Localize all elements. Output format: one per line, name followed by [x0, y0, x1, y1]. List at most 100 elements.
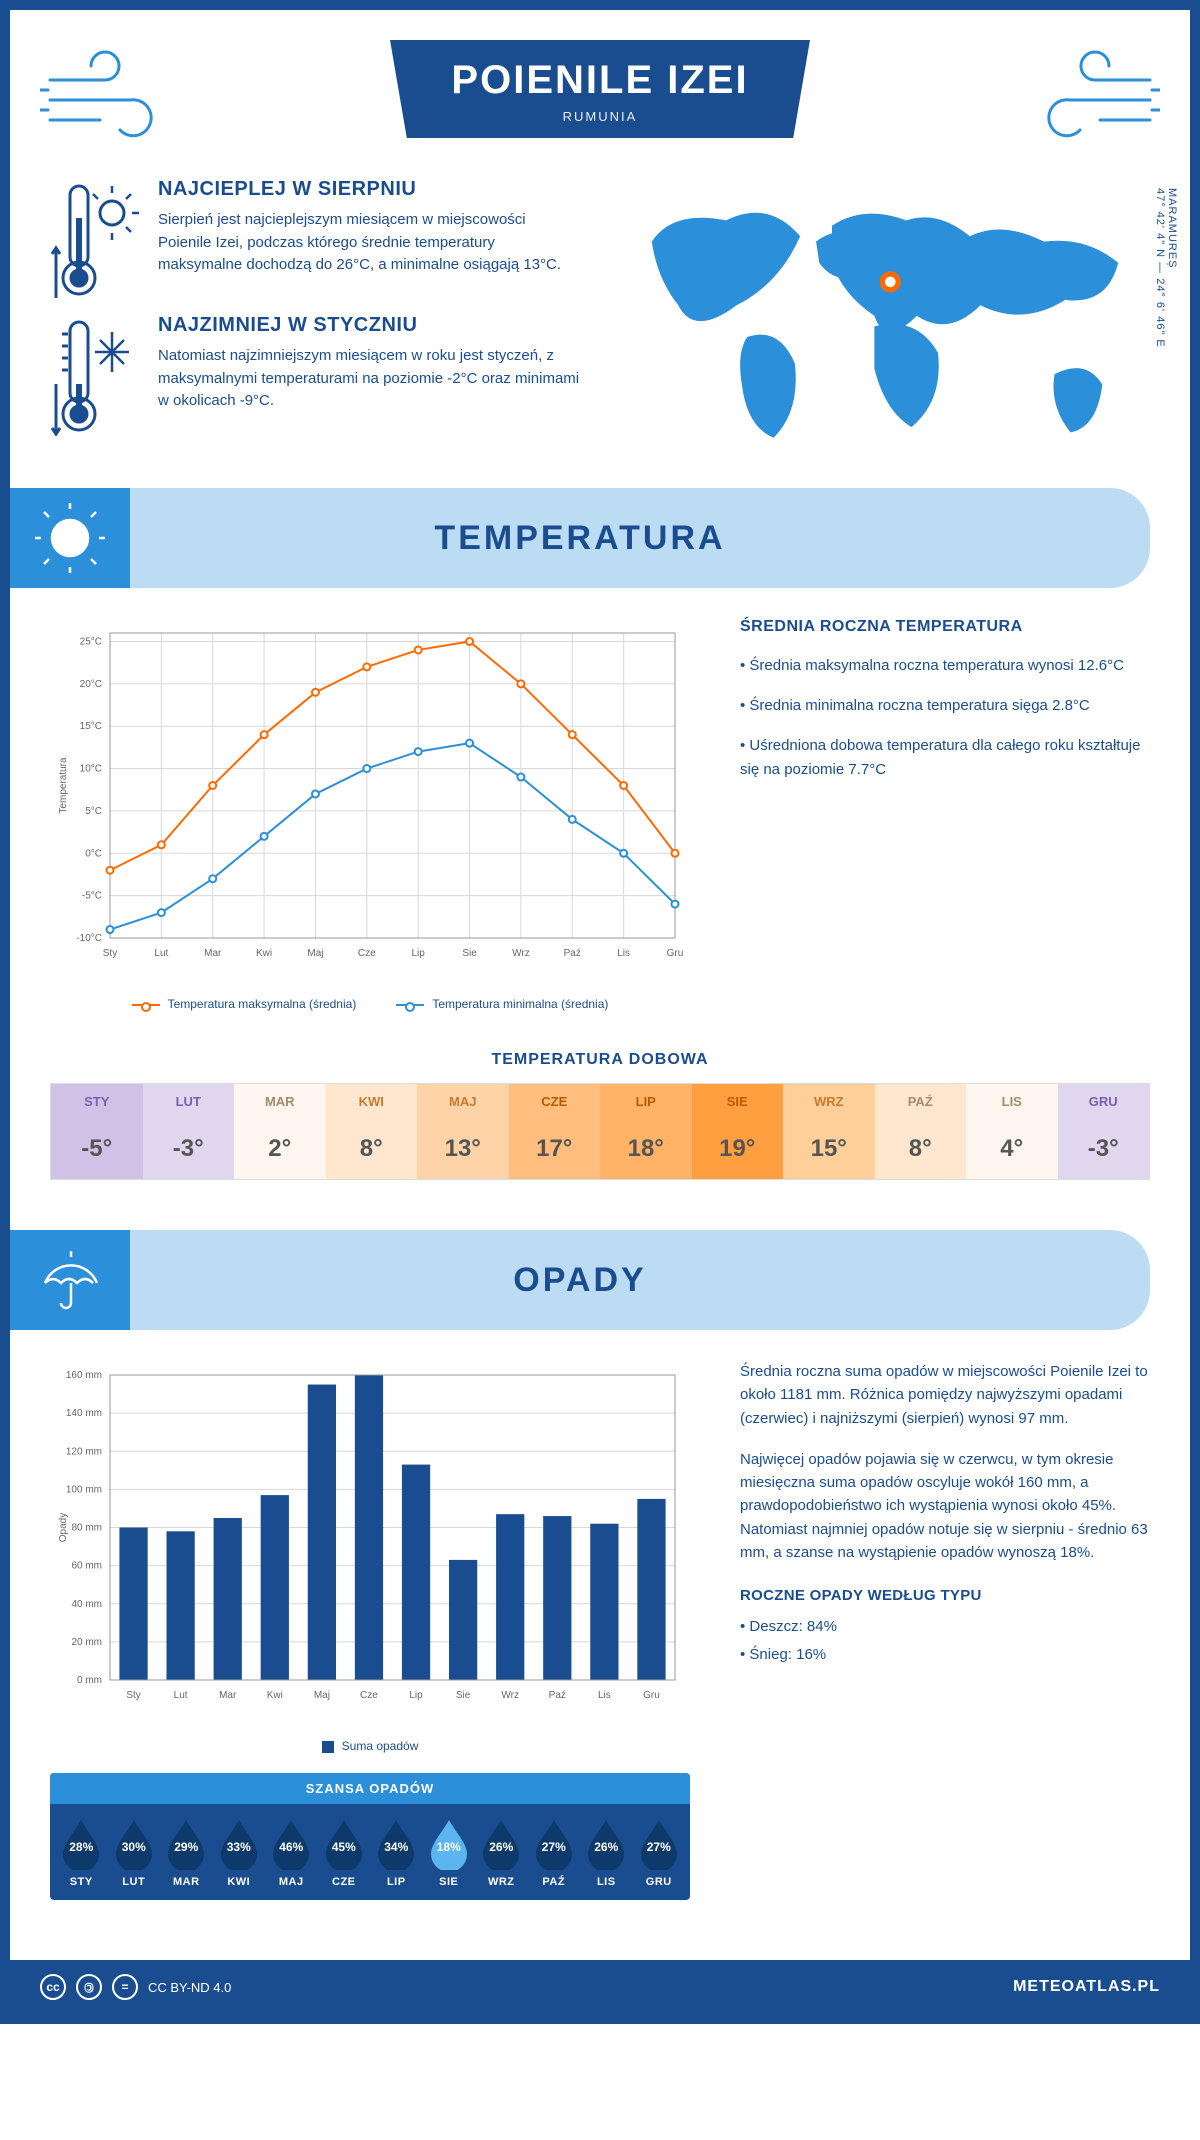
footer: cc 🄯 = CC BY-ND 4.0 METEOATLAS.PL: [10, 1960, 1190, 2014]
svg-text:Gru: Gru: [643, 1690, 660, 1701]
daily-temp-cell: LIP18°: [600, 1084, 692, 1179]
svg-text:5°C: 5°C: [85, 806, 102, 817]
svg-text:Temperatura: Temperatura: [58, 757, 69, 814]
svg-text:0°C: 0°C: [85, 848, 102, 859]
daily-temp-cell: GRU-3°: [1058, 1084, 1150, 1179]
svg-text:Gru: Gru: [667, 948, 684, 959]
rain-chance-cell: 28%STY: [56, 1818, 107, 1888]
lon-label: 24° 6' 46" E: [1154, 278, 1166, 348]
svg-text:Mar: Mar: [204, 948, 222, 959]
rain-chance-cell: 27%PAŹ: [529, 1818, 580, 1888]
warmest-fact: NAJCIEPLEJ W SIERPNIU Sierpień jest najc…: [50, 178, 580, 288]
rainfall-bar-chart: 0 mm20 mm40 mm60 mm80 mm100 mm120 mm140 …: [50, 1360, 690, 1900]
rain-chance-cell: 27%GRU: [634, 1818, 685, 1888]
svg-text:Paź: Paź: [564, 948, 581, 959]
rain-type-bullet: • Deszcz: 84%: [740, 1615, 1150, 1638]
country-subtitle: RUMUNIA: [450, 109, 750, 124]
daily-temp-cell: MAR2°: [234, 1084, 326, 1179]
daily-temp-cell: STY-5°: [51, 1084, 143, 1179]
svg-text:120 mm: 120 mm: [66, 1446, 102, 1457]
svg-text:Maj: Maj: [314, 1690, 330, 1701]
legend-min-label: Temperatura minimalna (średnia): [432, 997, 608, 1011]
svg-text:Kwi: Kwi: [256, 948, 272, 959]
svg-text:Kwi: Kwi: [267, 1690, 283, 1701]
lat-label: 47° 42' 4" N: [1154, 188, 1166, 258]
svg-text:Lip: Lip: [409, 1690, 423, 1701]
rain-chance-cell: 26%WRZ: [476, 1818, 527, 1888]
rain-chance-cell: 33%KWI: [214, 1818, 265, 1888]
license-text: CC BY-ND 4.0: [148, 1980, 231, 1995]
svg-text:Mar: Mar: [219, 1690, 237, 1701]
rain-chance-cell: 30%LUT: [109, 1818, 160, 1888]
warmest-title: NAJCIEPLEJ W SIERPNIU: [158, 178, 580, 201]
daily-temp-cell: SIE19°: [692, 1084, 784, 1179]
temperature-section-banner: TEMPERATURA: [10, 488, 1150, 588]
daily-temp-title: TEMPERATURA DOBOWA: [50, 1051, 1150, 1069]
svg-text:Lis: Lis: [598, 1690, 611, 1701]
temperature-summary: ŚREDNIA ROCZNA TEMPERATURA • Średnia mak…: [740, 618, 1150, 1011]
rain-chance-cell: 34%LIP: [371, 1818, 422, 1888]
temperature-legend: Temperatura maksymalna (średnia) Tempera…: [50, 997, 690, 1011]
temp-bullet: • Średnia maksymalna roczna temperatura …: [740, 654, 1150, 678]
daily-temp-cell: KWI8°: [326, 1084, 418, 1179]
daily-temp-cell: LUT-3°: [143, 1084, 235, 1179]
temperature-heading: TEMPERATURA: [130, 519, 1150, 558]
svg-text:15°C: 15°C: [80, 721, 102, 732]
svg-text:-5°C: -5°C: [82, 891, 102, 902]
temperature-line-chart: -10°C-5°C0°C5°C10°C15°C20°C25°CStyLutMar…: [50, 618, 690, 1011]
coldest-fact: NAJZIMNIEJ W STYCZNIU Natomiast najzimni…: [50, 314, 580, 424]
location-title: POIENILE IZEI: [450, 58, 750, 103]
temp-bullet: • Uśredniona dobowa temperatura dla całe…: [740, 734, 1150, 782]
daily-temp-table: STY-5°LUT-3°MAR2°KWI8°MAJ13°CZE17°LIP18°…: [50, 1083, 1150, 1180]
rain-chance-cell: 46%MAJ: [266, 1818, 317, 1888]
wind-icon: [40, 50, 180, 150]
header: POIENILE IZEI RUMUNIA: [10, 10, 1190, 158]
daily-temp-cell: WRZ15°: [783, 1084, 875, 1179]
svg-text:Maj: Maj: [307, 948, 323, 959]
rain-type-bullet: • Śnieg: 16%: [740, 1643, 1150, 1666]
svg-text:100 mm: 100 mm: [66, 1484, 102, 1495]
svg-text:Lut: Lut: [154, 948, 168, 959]
rain-type-heading: ROCZNE OPADY WEDŁUG TYPU: [740, 1584, 1150, 1607]
svg-text:140 mm: 140 mm: [66, 1408, 102, 1419]
nd-icon: =: [112, 1974, 138, 2000]
rain-summary-p2: Najwięcej opadów pojawia się w czerwcu, …: [740, 1448, 1150, 1564]
wind-icon: [1020, 50, 1160, 150]
svg-text:Sie: Sie: [456, 1690, 471, 1701]
svg-text:60 mm: 60 mm: [71, 1561, 102, 1572]
svg-text:160 mm: 160 mm: [66, 1370, 102, 1381]
svg-text:Sty: Sty: [103, 948, 117, 959]
thermometer-sun-icon: [50, 178, 140, 288]
title-banner: POIENILE IZEI RUMUNIA: [390, 40, 810, 138]
svg-text:Opady: Opady: [58, 1513, 69, 1542]
annual-temp-heading: ŚREDNIA ROCZNA TEMPERATURA: [740, 618, 1150, 636]
rainfall-section-banner: OPADY: [10, 1230, 1150, 1330]
svg-text:80 mm: 80 mm: [71, 1523, 102, 1534]
legend-max-label: Temperatura maksymalna (średnia): [168, 997, 357, 1011]
svg-text:20°C: 20°C: [80, 679, 102, 690]
rain-chance-cell: 29%MAR: [161, 1818, 212, 1888]
region-label: MARAMUREȘ: [1166, 188, 1178, 340]
temp-bullet: • Średnia minimalna roczna temperatura s…: [740, 694, 1150, 718]
rainfall-heading: OPADY: [130, 1261, 1150, 1300]
umbrella-icon: [10, 1230, 130, 1330]
daily-temp-cell: CZE17°: [509, 1084, 601, 1179]
by-icon: 🄯: [76, 1974, 102, 2000]
svg-text:Wrz: Wrz: [512, 948, 530, 959]
svg-text:-10°C: -10°C: [76, 933, 102, 944]
coordinates: MARAMUREȘ 47° 42' 4" N — 24° 6' 46" E: [1154, 188, 1178, 348]
sun-icon: [10, 488, 130, 588]
rain-chance-title: SZANSA OPADÓW: [50, 1773, 690, 1804]
svg-text:20 mm: 20 mm: [71, 1637, 102, 1648]
rainfall-legend: Suma opadów: [50, 1739, 690, 1753]
svg-text:40 mm: 40 mm: [71, 1599, 102, 1610]
rain-chance-cell: 18%SIE: [424, 1818, 475, 1888]
thermometer-snow-icon: [50, 314, 140, 424]
daily-temp-cell: PAŹ8°: [875, 1084, 967, 1179]
svg-text:Cze: Cze: [358, 948, 376, 959]
cc-icon: cc: [40, 1974, 66, 2000]
svg-text:Sty: Sty: [126, 1690, 140, 1701]
svg-text:25°C: 25°C: [80, 636, 102, 647]
svg-text:Paź: Paź: [549, 1690, 566, 1701]
coldest-body: Natomiast najzimniejszym miesiącem w rok…: [158, 345, 580, 413]
